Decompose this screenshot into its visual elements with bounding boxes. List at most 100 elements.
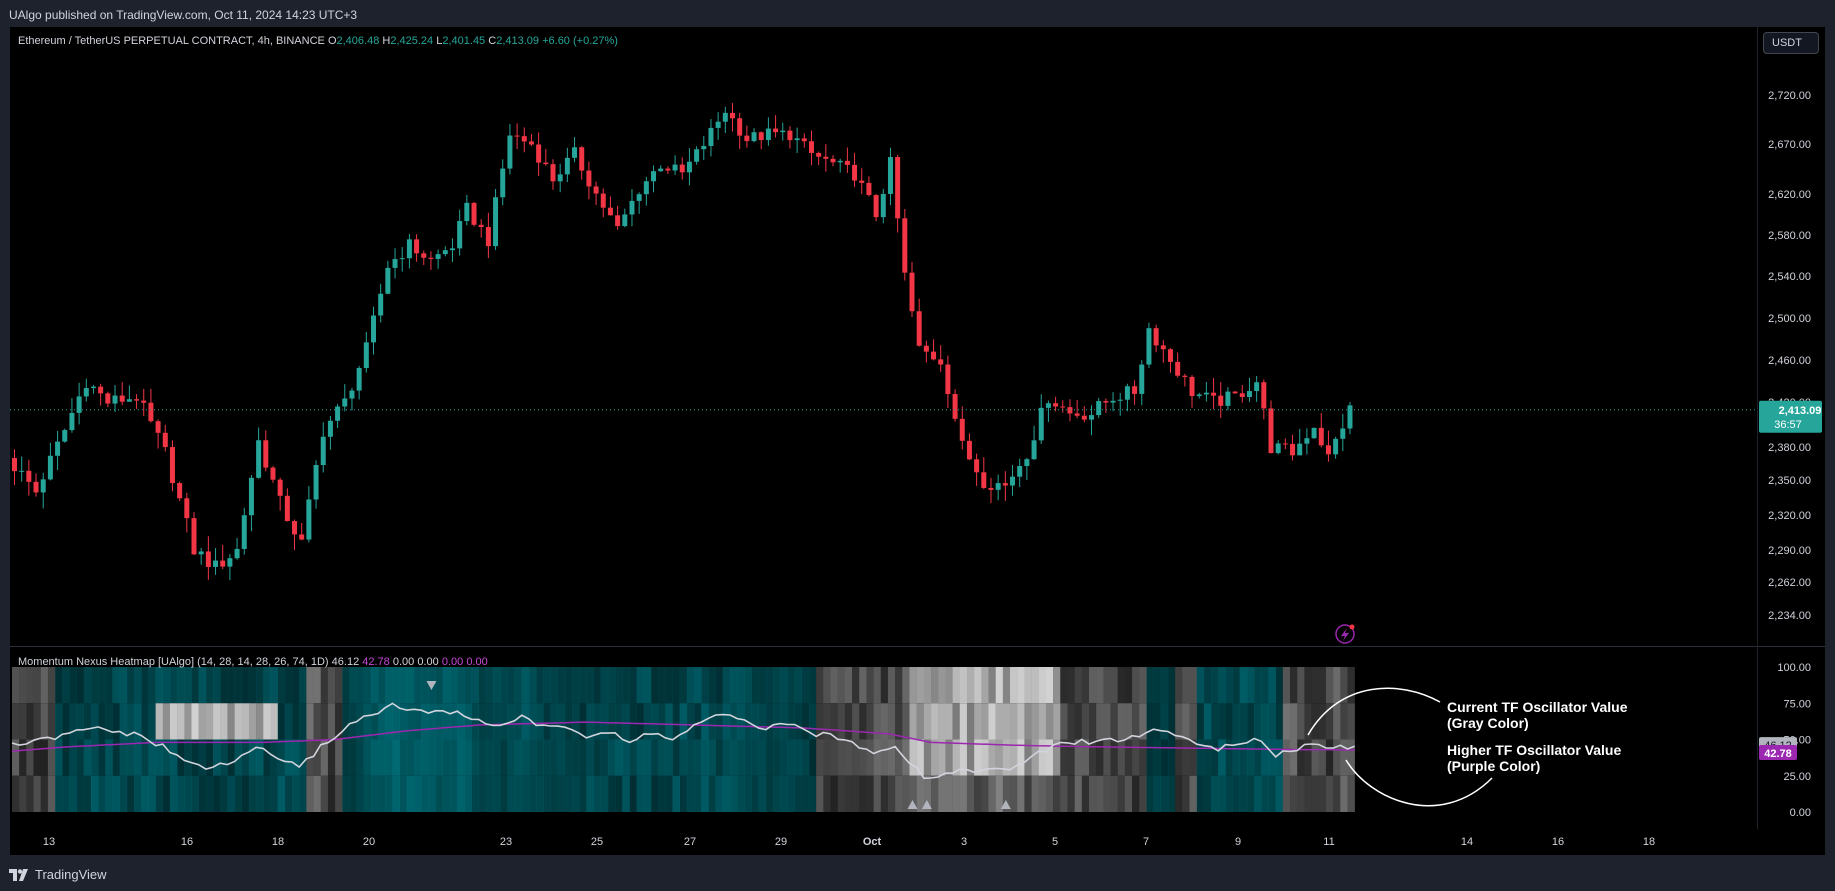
heatmap-cell xyxy=(449,775,458,812)
heatmap-cell xyxy=(392,703,400,740)
symbol-name[interactable]: Ethereum / TetherUS PERPETUAL CONTRACT, … xyxy=(18,35,325,47)
heatmap-cell xyxy=(988,667,996,704)
heatmap-cell xyxy=(808,667,817,704)
heatmap-cell xyxy=(593,775,601,812)
heatmap-cell xyxy=(47,667,56,704)
heatmap-cell xyxy=(643,775,652,812)
heatmap-cell xyxy=(1254,775,1262,812)
heatmap-cell xyxy=(62,739,70,776)
heatmap-cell xyxy=(694,667,702,704)
heatmap-cell xyxy=(808,775,817,812)
heatmap-cell xyxy=(1232,703,1240,740)
low-value: 2,401.45 xyxy=(442,35,486,47)
lightning-icon[interactable] xyxy=(1335,624,1355,644)
heatmap-cell xyxy=(83,739,92,776)
time-tick-label: 16 xyxy=(181,836,193,848)
indicator-name[interactable]: Momentum Nexus Heatmap [UAlgo] (14, 28, … xyxy=(18,656,329,668)
heatmap-cell xyxy=(12,667,20,704)
heatmap-cell xyxy=(270,775,278,812)
heatmap-cell xyxy=(478,667,487,704)
candle-body xyxy=(1124,386,1130,400)
heatmap-cell xyxy=(457,703,465,740)
currency-button[interactable]: USDT xyxy=(1763,32,1819,54)
heatmap-cell xyxy=(1010,703,1018,740)
candle-body xyxy=(449,248,455,251)
heatmap-cell xyxy=(1254,667,1262,704)
price-badge[interactable] xyxy=(1759,400,1822,433)
heatmap-cell xyxy=(169,667,178,704)
heatmap-cell xyxy=(931,703,939,740)
heatmap-cell xyxy=(33,667,41,704)
heatmap-cell xyxy=(1203,703,1212,740)
pane-separator[interactable] xyxy=(10,646,1825,647)
candle-body xyxy=(543,162,549,165)
heatmap-cell xyxy=(801,739,810,776)
heatmap-cell xyxy=(1053,775,1061,812)
heatmap-cell xyxy=(234,667,242,704)
candle-body xyxy=(1103,401,1109,403)
heatmap-cell xyxy=(1089,775,1097,812)
time-axis[interactable]: 13 16 18 20 23 25 27 29 Oct 3 5 7 9 11 14 16 18 xyxy=(43,836,1655,848)
candle-body xyxy=(76,396,82,413)
heatmap-cell xyxy=(514,703,522,740)
heatmap-cell xyxy=(1325,667,1334,704)
price-axis[interactable]: 2,720.00 2,670.00 2,620.00 2,580.00 2,540.00… xyxy=(1768,90,1811,622)
heatmap-cell xyxy=(737,739,745,776)
heatmap-cell xyxy=(887,667,896,704)
heatmap-cell xyxy=(335,667,343,704)
heatmap-cell xyxy=(1333,703,1341,740)
heatmap-cell xyxy=(1196,739,1205,776)
candles[interactable] xyxy=(12,103,1353,581)
time-tick-label: 20 xyxy=(363,836,375,848)
heatmap-cell xyxy=(1311,775,1319,812)
heatmap-cell xyxy=(959,667,968,704)
heatmap-cell xyxy=(277,703,286,740)
indicator-legend[interactable]: Momentum Nexus Heatmap [UAlgo] (14, 28, … xyxy=(18,656,488,668)
heatmap-cell xyxy=(1175,703,1183,740)
candle-body xyxy=(62,430,68,442)
heatmap-cell xyxy=(665,667,673,704)
heatmap-cell xyxy=(327,739,336,776)
purple-value-badge-text: 42.78 xyxy=(1764,748,1792,760)
symbol-legend[interactable]: Ethereum / TetherUS PERPETUAL CONTRACT, … xyxy=(18,35,618,47)
candle-body xyxy=(12,458,17,472)
heatmap-cell xyxy=(1189,739,1197,776)
heatmap-cell xyxy=(615,667,623,704)
heatmap-cell xyxy=(722,775,731,812)
heatmap-cell xyxy=(69,775,77,812)
heatmap-cell xyxy=(550,775,558,812)
candle-body xyxy=(493,197,499,247)
heatmap-cell xyxy=(83,775,92,812)
heatmap-cell xyxy=(378,775,386,812)
heatmap-cell xyxy=(40,667,49,704)
tradingview-brand[interactable]: TradingView xyxy=(9,867,107,882)
heatmap-cell xyxy=(155,739,163,776)
heatmap-cell xyxy=(859,703,867,740)
heatmap-cell xyxy=(378,739,386,776)
heatmap-cell xyxy=(966,667,975,704)
heatmap-cell xyxy=(1340,667,1348,704)
heatmap-cell xyxy=(442,739,451,776)
candle-body xyxy=(378,293,384,316)
heatmap-cell xyxy=(47,703,56,740)
heatmap-cell xyxy=(837,703,846,740)
heatmap-cell xyxy=(1117,775,1126,812)
heatmap-cell xyxy=(342,739,350,776)
candle-body xyxy=(213,560,219,567)
annotation-current-line1: Current TF Oscillator Value xyxy=(1447,699,1628,715)
oscillator-tick-label: 0.00 xyxy=(1790,807,1811,819)
heatmap-cell xyxy=(665,775,673,812)
heatmap-cell xyxy=(435,775,444,812)
purple-value-badge[interactable] xyxy=(1759,744,1797,760)
heatmap-cell xyxy=(507,667,515,704)
candle-body xyxy=(665,168,671,171)
candle-body xyxy=(521,136,527,142)
indicator-value-1: 46.12 xyxy=(331,656,360,668)
heatmap-cell xyxy=(457,739,465,776)
heatmap-cell xyxy=(615,739,623,776)
heatmap-cell xyxy=(292,667,300,704)
time-tick-label: 3 xyxy=(961,836,967,848)
